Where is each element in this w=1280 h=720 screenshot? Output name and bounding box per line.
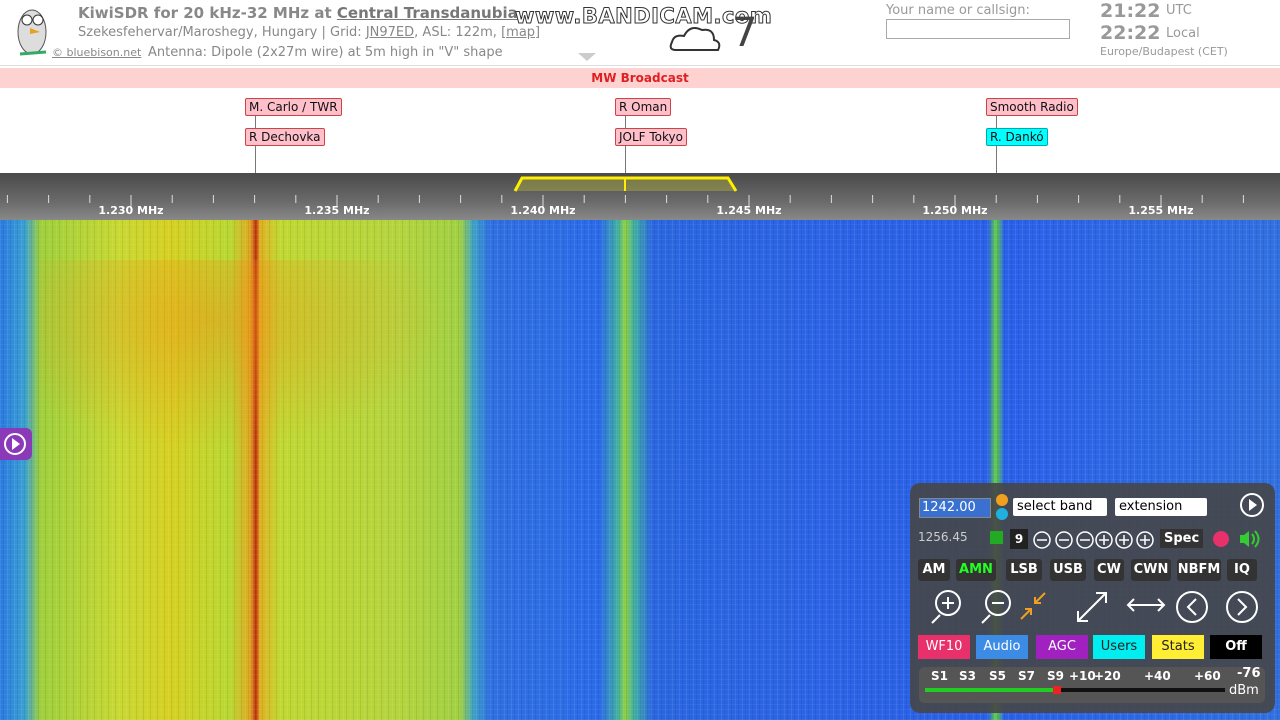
band-select[interactable]: select band [1013,498,1107,516]
station-label[interactable]: R. Dankó [986,128,1048,146]
s-meter-label: +20 [1094,669,1121,683]
mode-button[interactable]: CW [1094,559,1124,581]
collapse-arrow[interactable] [576,52,598,62]
freq-step[interactable] [994,493,1010,521]
scale-graphics: 1.230 MHz 1.235 MHz 1.240 MHz 1.245 MHz 1.25… [6,176,1244,217]
s-meter-bar [925,686,1225,694]
grid-link[interactable]: JN97ED [365,25,415,40]
local-time: 22:22 [1100,22,1161,44]
header: KiwiSDR for 20 kHz-32 MHz at Central Tra… [0,0,1280,66]
utc-label: UTC [1166,3,1192,18]
function-button[interactable]: WF10 [918,635,970,659]
zoom-controls[interactable] [918,585,1268,629]
audio-indicators[interactable] [1210,529,1260,549]
frequency-scale[interactable]: 1.230 MHz 1.235 MHz 1.240 MHz 1.245 MHz 1.25… [0,173,1280,220]
station-label[interactable]: JOLF Tokyo [615,128,687,146]
location: Szekesfehervar/Maroshegy, Hungary | Grid… [78,25,362,40]
station-label[interactable]: Smooth Radio [986,98,1078,116]
station-label[interactable]: R Oman [615,98,672,116]
s-meter-reading: -76 [1237,666,1261,681]
s-meter: -76 dBm S1 S3 S5 S7 S9 +10 +20 +40 +60 [919,666,1265,703]
s-meter-unit: dBm [1229,683,1259,698]
s-meter-label: S3 [959,669,976,683]
band-bar[interactable]: MW Broadcast [0,68,1280,88]
logo [17,9,47,56]
credit[interactable]: © bluebison.net [52,46,141,59]
title-line: KiwiSDR for 20 kHz-32 MHz at Central Tra… [78,4,518,22]
max-frequency: 1256.45 [918,530,968,544]
panel-play[interactable] [1239,492,1265,518]
station-labels: M. Carlo / TWR R Dechovka R Oman JOLF Tokyo… [0,90,1280,173]
mode-button[interactable]: AMN [956,559,996,581]
link-icon[interactable] [988,529,1006,547]
asl: , ASL: 122m, [414,25,497,40]
name-input[interactable] [886,19,1070,39]
function-button[interactable]: Users [1093,635,1145,659]
step-buttons[interactable] [1032,529,1158,551]
mode-button[interactable]: USB [1050,559,1086,581]
site-link[interactable]: Central Transdanubia [336,4,518,22]
scale-label: 1.230 MHz [98,204,163,217]
extension-select[interactable]: extension [1115,498,1207,516]
s-meter-label: S5 [989,669,1006,683]
antenna: Antenna: Dipole (2x27m wire) at 5m high … [148,45,503,60]
side-play-button[interactable] [0,428,32,460]
zoom-level: 9 [1010,529,1028,549]
weather-icon [669,27,721,51]
spec-button[interactable]: Spec [1160,529,1204,548]
s-meter-label: S7 [1018,669,1035,683]
utc-time: 21:22 [1100,0,1161,22]
function-button[interactable]: Stats [1152,635,1204,659]
control-panel: 1242.00 select band extension 1256.45 9 … [910,483,1275,713]
mode-button[interactable]: AM [918,559,950,581]
s-meter-label: +40 [1144,669,1171,683]
scale-label: 1.245 MHz [716,204,781,217]
name-label: Your name or callsign: [886,3,1030,18]
s-meter-label: S9 [1047,669,1064,683]
function-button[interactable]: Audio [976,635,1028,659]
map-link[interactable]: [map] [501,25,541,40]
s-meter-label: +10 [1069,669,1096,683]
station-label[interactable]: R Dechovka [245,128,325,146]
local-label: Local [1166,26,1200,41]
function-button[interactable]: AGC [1036,635,1088,659]
scale-label: 1.240 MHz [510,204,575,217]
scale-label: 1.235 MHz [304,204,369,217]
s-meter-label: S1 [931,669,948,683]
mode-button[interactable]: IQ [1227,559,1257,581]
credit-link[interactable]: © bluebison.net [52,46,142,59]
waterfall-hotspot [40,260,470,460]
s-meter-label: +60 [1194,669,1221,683]
timezone: Europe/Budapest (CET) [1100,45,1228,58]
mode-button[interactable]: NBFM [1177,559,1221,581]
mode-button[interactable]: LSB [1006,559,1042,581]
watermark: www.BANDICAM.com [514,4,773,29]
scale-label: 1.255 MHz [1128,204,1193,217]
function-button[interactable]: Off [1210,635,1262,659]
title: KiwiSDR for 20 kHz-32 MHz at [78,4,332,22]
mode-button[interactable]: CWN [1131,559,1171,581]
station-label[interactable]: M. Carlo / TWR [245,98,342,116]
temperature: 7 [732,10,758,56]
location-line: Szekesfehervar/Maroshegy, Hungary | Grid… [78,25,540,40]
frequency-input[interactable]: 1242.00 [919,498,991,518]
scale-label: 1.250 MHz [922,204,987,217]
